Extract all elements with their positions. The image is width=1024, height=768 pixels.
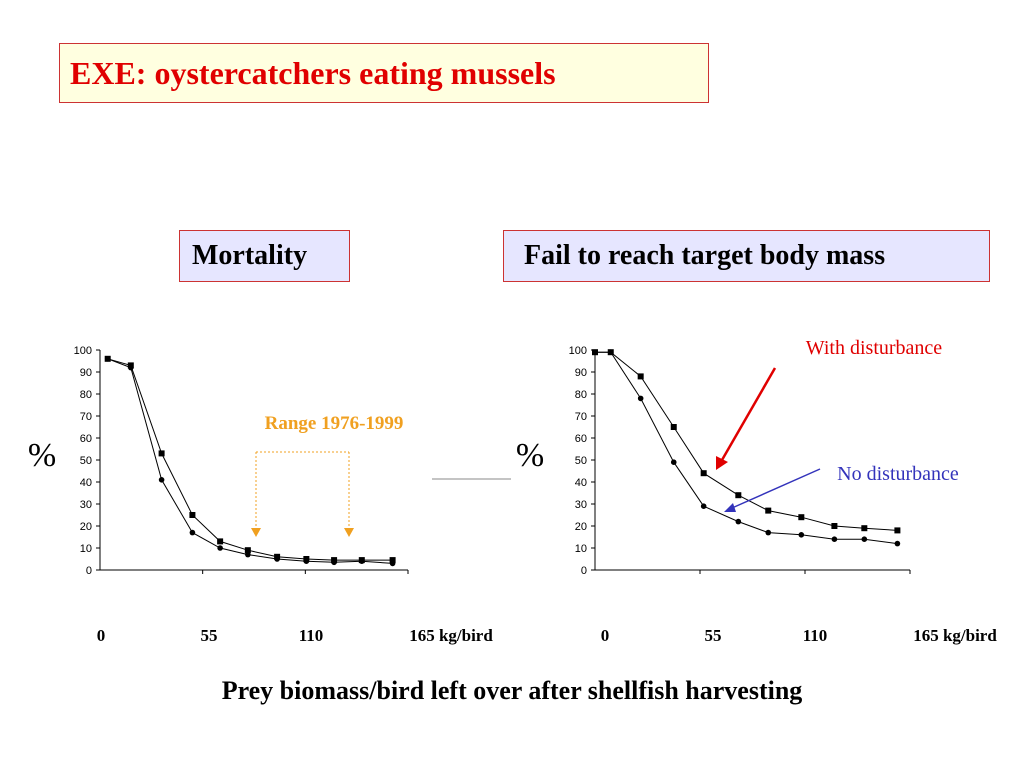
data-point (700, 503, 707, 510)
data-point (798, 514, 805, 521)
x-tick-label: 110 (803, 626, 828, 645)
data-point (331, 559, 337, 566)
data-point (245, 551, 251, 558)
y-tick-label: 90 (80, 367, 92, 379)
y-tick-label: 100 (74, 345, 92, 357)
data-point (592, 349, 598, 356)
y-tick-label: 100 (569, 345, 587, 357)
data-point (217, 538, 224, 545)
data-point (894, 527, 901, 534)
data-point (389, 560, 396, 567)
data-point (861, 536, 868, 542)
y-tick-label: 10 (80, 543, 92, 555)
with-disturbance-label: With disturbance (806, 337, 943, 359)
fail-heading: Fail to reach target body mass (503, 230, 990, 282)
data-point (765, 507, 772, 514)
data-point (217, 545, 223, 551)
y-tick-label: 20 (575, 521, 587, 533)
x-tick-label: 165 kg/bird (913, 626, 997, 645)
x-tick-label: 0 (601, 626, 610, 645)
y-tick-label: 10 (575, 543, 587, 555)
data-point (189, 512, 196, 518)
y-tick-label: 70 (575, 411, 587, 423)
data-point (798, 532, 805, 538)
mortality-heading-text: Mortality (192, 240, 308, 271)
data-point (637, 395, 644, 402)
data-point (637, 373, 644, 380)
y-tick-label: 60 (575, 433, 587, 445)
y-tick-label: 60 (80, 433, 92, 445)
x-tick-label: 165 kg/bird (409, 626, 493, 645)
data-point (389, 557, 396, 564)
y-tick-label: 0 (86, 565, 92, 577)
with-disturbance-arrowhead (716, 456, 728, 470)
y-tick-label: 40 (80, 477, 92, 489)
y-axis-label: % (28, 437, 56, 474)
x-tick-label: 55 (201, 626, 218, 645)
y-tick-label: 50 (80, 455, 92, 467)
range-label: Range 1976-1999 (265, 413, 404, 434)
data-point (831, 523, 838, 529)
y-tick-label: 0 (581, 565, 587, 577)
no-disturbance-arrow (731, 468, 821, 509)
y-tick-label: 40 (575, 477, 587, 489)
y-tick-label: 30 (575, 499, 587, 511)
x-tick-label: 55 (705, 626, 722, 645)
data-point (607, 349, 614, 356)
data-point (244, 547, 251, 554)
data-point (700, 470, 707, 477)
data-point (189, 529, 196, 536)
data-point (303, 558, 310, 564)
data-point (359, 558, 365, 564)
data-point (128, 364, 134, 371)
series-line-1 (595, 351, 898, 545)
y-tick-label: 80 (80, 389, 92, 401)
data-point (735, 518, 742, 525)
with-disturbance-arrow (720, 367, 777, 461)
data-point (831, 536, 838, 542)
y-tick-label: 80 (575, 389, 587, 401)
slide-title: EXE: oystercatchers eating mussels (59, 43, 709, 103)
data-point (670, 459, 677, 466)
chart-1: 0 10 20 30 40 50 60 70 80 90 100 0 55 110 165 kg/bird%… (516, 337, 998, 645)
y-tick-label: 20 (80, 521, 92, 533)
fail-heading-text: Fail to reach target body mass (524, 240, 886, 271)
no-disturbance-label: No disturbance (837, 463, 959, 485)
data-point (158, 477, 165, 483)
data-point (765, 529, 772, 536)
data-point (735, 492, 742, 499)
x-tick-label: 110 (299, 626, 324, 645)
no-disturbance-arrowhead (724, 503, 736, 512)
data-point (158, 450, 165, 457)
y-tick-label: 50 (575, 455, 587, 467)
range-arrow (251, 528, 261, 537)
mortality-heading: Mortality (179, 230, 350, 282)
range-arrow (344, 528, 354, 537)
y-tick-label: 30 (80, 499, 92, 511)
slide-title-text: EXE: oystercatchers eating mussels (70, 54, 556, 91)
data-point (861, 525, 868, 532)
y-tick-label: 70 (80, 411, 92, 423)
data-point (670, 424, 677, 430)
data-point (894, 540, 901, 547)
data-point (104, 356, 111, 362)
x-tick-label: 0 (97, 626, 106, 645)
y-tick-label: 90 (575, 367, 587, 379)
chart-0: 0 10 20 30 40 50 60 70 80 90 100 0 55 110 165 kg/bird%… (28, 345, 494, 645)
y-axis-label: % (516, 437, 544, 474)
data-point (274, 556, 280, 562)
x-axis-label: Prey biomass/bird left over after shellf… (221, 676, 803, 705)
